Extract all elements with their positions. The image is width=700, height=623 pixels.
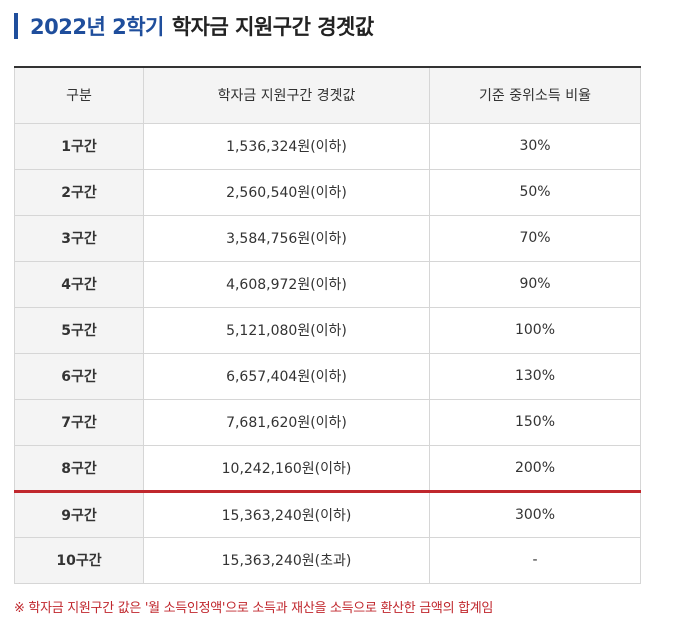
row-ratio: 150% bbox=[429, 399, 641, 446]
row-amount: 3,584,756원(이하) bbox=[143, 215, 430, 262]
row-label: 1구간 bbox=[14, 123, 144, 170]
footnote: ※ 학자금 지원구간 값은 '월 소득인정액'으로 소득과 재산을 소득으로 환… bbox=[14, 601, 494, 616]
heading-title: 학자금 지원구간 경곗값 bbox=[171, 15, 374, 39]
row-label: 3구간 bbox=[14, 215, 144, 262]
row-ratio: - bbox=[429, 537, 641, 584]
table-header-row: 구분 학자금 지원구간 경곗값 기준 중위소득 비율 bbox=[14, 66, 641, 124]
row-ratio: 70% bbox=[429, 215, 641, 262]
heading-term: 2022년 2학기 bbox=[30, 15, 164, 39]
row-label: 5구간 bbox=[14, 307, 144, 354]
row-amount: 7,681,620원(이하) bbox=[143, 399, 430, 446]
table-row: 2구간 2,560,540원(이하) 50% bbox=[14, 169, 641, 216]
row-label: 10구간 bbox=[14, 537, 144, 584]
row-amount: 15,363,240원(초과) bbox=[143, 537, 430, 584]
section-heading: 2022년 2학기 학자금 지원구간 경곗값 bbox=[14, 11, 374, 41]
row-amount: 2,560,540원(이하) bbox=[143, 169, 430, 216]
heading-accent-bar bbox=[14, 13, 18, 39]
row-ratio: 100% bbox=[429, 307, 641, 354]
row-ratio: 130% bbox=[429, 353, 641, 400]
row-ratio: 30% bbox=[429, 123, 641, 170]
row-label: 8구간 bbox=[14, 445, 144, 493]
table-row: 4구간 4,608,972원(이하) 90% bbox=[14, 261, 641, 308]
row-ratio: 300% bbox=[429, 491, 641, 538]
table-row: 8구간 10,242,160원(이하) 200% bbox=[14, 445, 641, 493]
row-amount: 1,536,324원(이하) bbox=[143, 123, 430, 170]
row-amount: 10,242,160원(이하) bbox=[143, 445, 430, 493]
table-row: 7구간 7,681,620원(이하) 150% bbox=[14, 399, 641, 446]
table-row: 10구간 15,363,240원(초과) - bbox=[14, 537, 641, 584]
header-category: 구분 bbox=[14, 66, 144, 124]
row-amount: 5,121,080원(이하) bbox=[143, 307, 430, 354]
row-amount: 15,363,240원(이하) bbox=[143, 491, 430, 538]
row-amount: 4,608,972원(이하) bbox=[143, 261, 430, 308]
row-label: 6구간 bbox=[14, 353, 144, 400]
income-bracket-table: 구분 학자금 지원구간 경곗값 기준 중위소득 비율 1구간 1,536,324… bbox=[14, 66, 641, 584]
row-label: 9구간 bbox=[14, 491, 144, 538]
row-ratio: 50% bbox=[429, 169, 641, 216]
table-row: 5구간 5,121,080원(이하) 100% bbox=[14, 307, 641, 354]
row-label: 2구간 bbox=[14, 169, 144, 216]
row-amount: 6,657,404원(이하) bbox=[143, 353, 430, 400]
table-row: 3구간 3,584,756원(이하) 70% bbox=[14, 215, 641, 262]
header-ratio: 기준 중위소득 비율 bbox=[429, 66, 641, 124]
table-row: 1구간 1,536,324원(이하) 30% bbox=[14, 123, 641, 170]
table-row: 9구간 15,363,240원(이하) 300% bbox=[14, 491, 641, 538]
row-ratio: 90% bbox=[429, 261, 641, 308]
row-label: 7구간 bbox=[14, 399, 144, 446]
row-label: 4구간 bbox=[14, 261, 144, 308]
header-threshold: 학자금 지원구간 경곗값 bbox=[143, 66, 430, 124]
table-row: 6구간 6,657,404원(이하) 130% bbox=[14, 353, 641, 400]
row-ratio: 200% bbox=[429, 445, 641, 493]
